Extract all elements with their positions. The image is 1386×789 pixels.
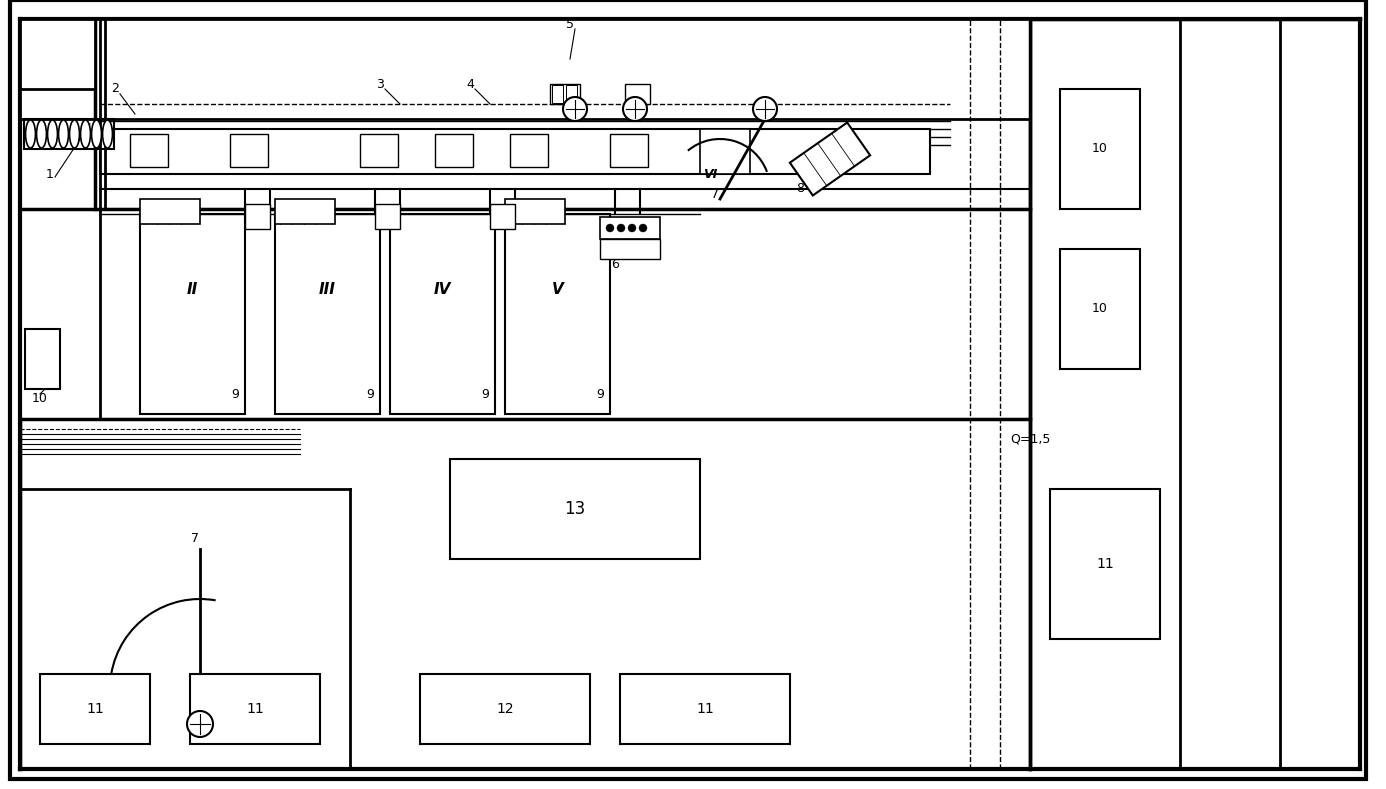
Ellipse shape — [36, 120, 47, 148]
Bar — [700, 129, 750, 174]
Text: 10: 10 — [1092, 302, 1107, 316]
Bar — [25, 329, 60, 389]
Bar — [140, 214, 245, 414]
Bar — [1060, 89, 1141, 209]
Bar — [274, 214, 380, 414]
Ellipse shape — [47, 120, 57, 148]
Ellipse shape — [103, 120, 112, 148]
Bar — [510, 134, 547, 167]
Bar — [505, 199, 565, 224]
Text: 11: 11 — [247, 702, 263, 716]
Bar — [130, 134, 168, 167]
Circle shape — [622, 97, 647, 121]
Bar — [230, 134, 267, 167]
Ellipse shape — [58, 120, 68, 148]
Bar — [376, 204, 401, 229]
Circle shape — [617, 224, 625, 232]
Circle shape — [628, 224, 636, 232]
Bar — [1051, 489, 1160, 639]
Text: 3: 3 — [376, 77, 384, 91]
Text: 7: 7 — [191, 533, 200, 545]
Text: VI: VI — [703, 167, 717, 181]
Bar — [24, 119, 114, 149]
Bar — [625, 84, 650, 104]
Text: II: II — [187, 282, 198, 297]
Circle shape — [753, 97, 778, 121]
Text: 2: 2 — [111, 83, 119, 95]
Text: Q=1,5: Q=1,5 — [1010, 432, 1051, 446]
Text: 5: 5 — [565, 17, 574, 31]
Circle shape — [639, 224, 647, 232]
Bar — [140, 199, 200, 224]
Text: 9: 9 — [596, 387, 604, 401]
Bar — [610, 134, 649, 167]
Text: 9: 9 — [366, 387, 374, 401]
Text: 8: 8 — [796, 182, 804, 196]
Text: 9: 9 — [481, 387, 489, 401]
Bar — [491, 204, 516, 229]
Text: 7: 7 — [711, 188, 719, 200]
Bar — [190, 674, 320, 744]
Bar — [552, 85, 563, 103]
Text: 9: 9 — [231, 387, 238, 401]
Text: III: III — [319, 282, 335, 297]
Bar — [505, 214, 610, 414]
Bar — [40, 674, 150, 744]
Bar — [550, 84, 579, 104]
Bar — [19, 19, 96, 89]
Bar — [389, 214, 495, 414]
Polygon shape — [790, 122, 870, 196]
Bar — [100, 129, 930, 174]
Circle shape — [606, 224, 614, 232]
Bar — [435, 134, 473, 167]
Text: 1: 1 — [46, 167, 54, 181]
Bar — [420, 674, 590, 744]
Ellipse shape — [25, 120, 36, 148]
Bar — [620, 674, 790, 744]
Text: 10: 10 — [1092, 143, 1107, 155]
Bar — [245, 204, 270, 229]
Bar — [450, 459, 700, 559]
Bar — [19, 19, 1030, 119]
Text: 10: 10 — [32, 392, 49, 406]
Text: IV: IV — [434, 282, 452, 297]
Ellipse shape — [80, 120, 90, 148]
Text: 11: 11 — [696, 702, 714, 716]
Bar — [274, 199, 335, 224]
Text: 11: 11 — [1096, 557, 1114, 571]
Bar — [600, 239, 660, 259]
Text: 11: 11 — [86, 702, 104, 716]
Bar — [360, 134, 398, 167]
Bar — [600, 217, 660, 239]
Text: 4: 4 — [466, 77, 474, 91]
Bar — [1060, 249, 1141, 369]
Circle shape — [187, 711, 213, 737]
Ellipse shape — [91, 120, 101, 148]
Circle shape — [563, 97, 588, 121]
Text: 12: 12 — [496, 702, 514, 716]
Text: 6: 6 — [611, 257, 620, 271]
Bar — [565, 85, 577, 103]
Text: 13: 13 — [564, 500, 586, 518]
Ellipse shape — [69, 120, 79, 148]
Text: V: V — [552, 282, 563, 297]
